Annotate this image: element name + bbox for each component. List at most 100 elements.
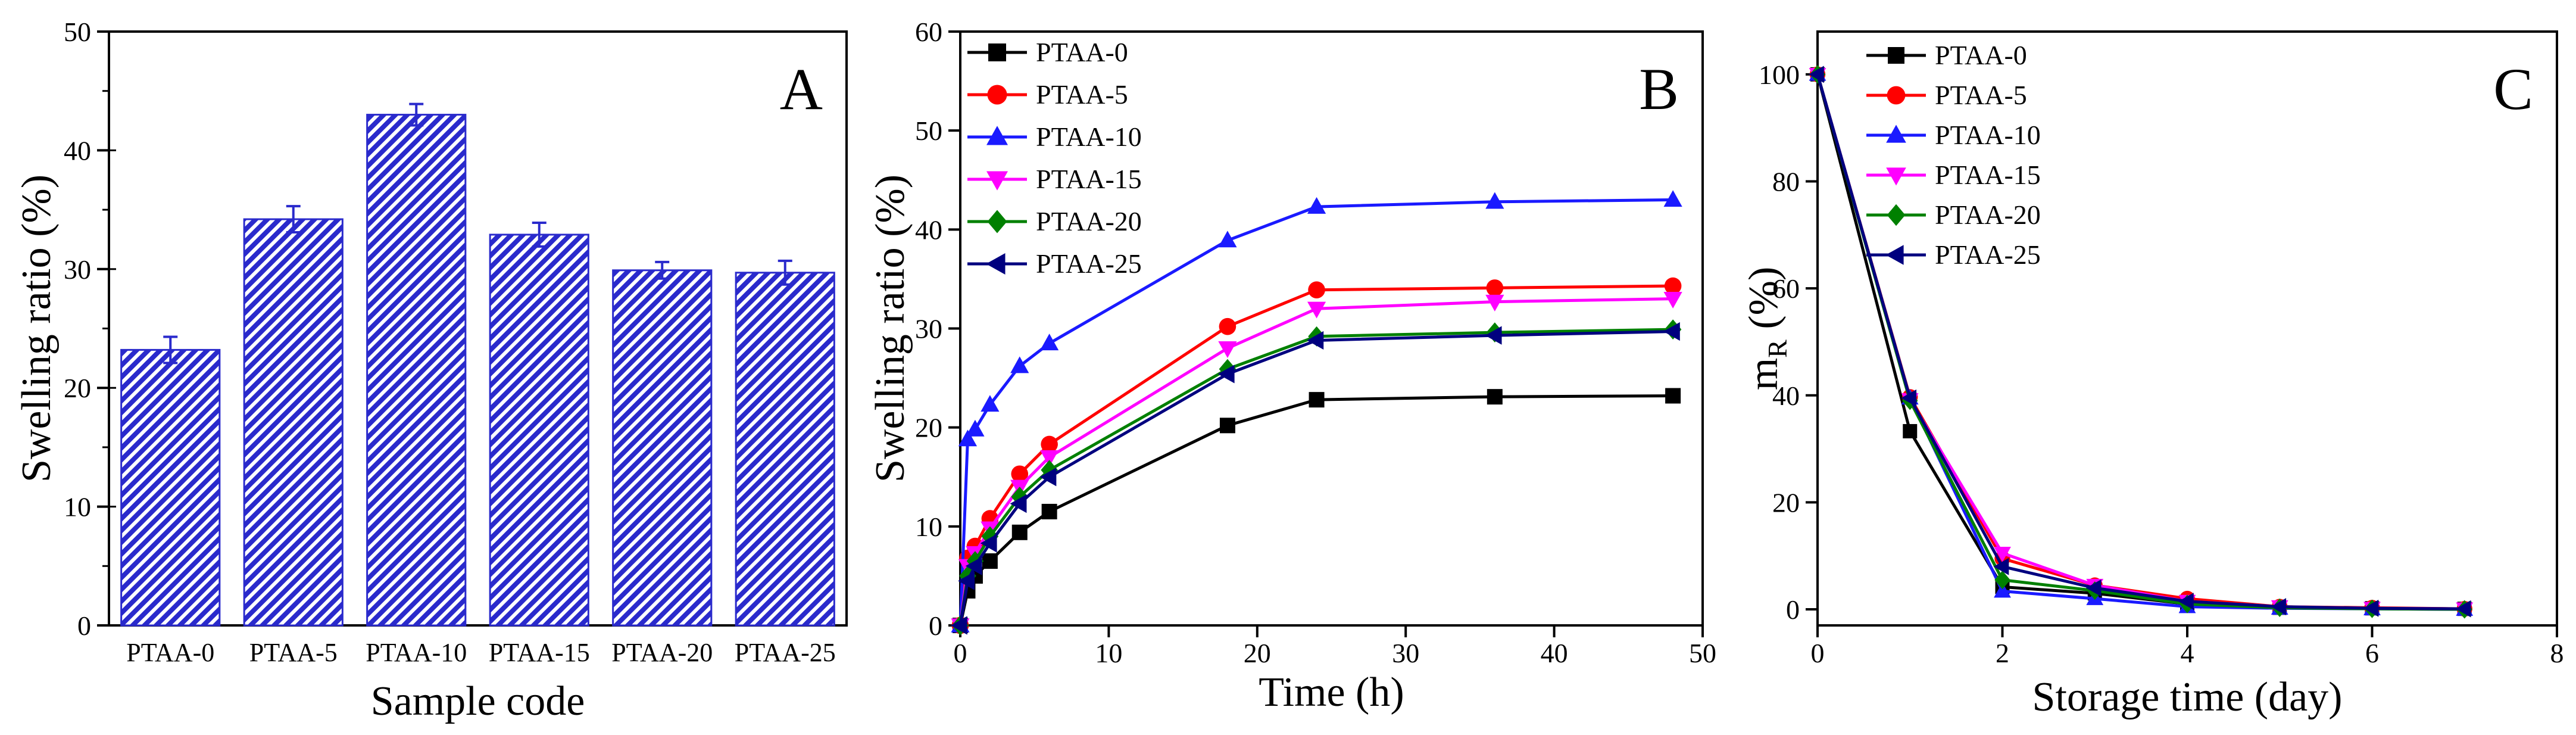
- panel-c-legend-marker: [1887, 86, 1906, 105]
- panel-b-data-point: [958, 571, 975, 590]
- panel-c-legend-label: PTAA-5: [1935, 80, 2027, 110]
- panel-b-legend-marker: [986, 126, 1008, 145]
- panel-a-y-tick-label: 40: [64, 135, 91, 166]
- panel-b-legend-label: PTAA-20: [1036, 206, 1142, 236]
- panel-b-y-tick-label: 60: [915, 17, 942, 47]
- panel-c-series-line: [1816, 74, 2465, 611]
- panel-b-legend-marker: [988, 43, 1006, 61]
- panel-b-data-point: [1039, 468, 1057, 487]
- panel-b-data-point: [1486, 279, 1504, 297]
- panel-b-series-line: [958, 328, 1673, 626]
- panel-b-data-point: [966, 419, 985, 437]
- panel-c-data-point: [2271, 598, 2287, 615]
- panel-c-plot-frame: [1816, 30, 2558, 627]
- panel-c-data-point: [1994, 546, 2011, 562]
- panel-b-data-point: [950, 616, 967, 635]
- panel-b-data-point: [1011, 524, 1028, 540]
- panel-c-legend-label: PTAA-25: [1935, 239, 2041, 270]
- panel-c-legend-label: PTAA-0: [1935, 40, 2027, 70]
- panel-c-series-line: [1816, 74, 2465, 611]
- panel-b-plot-frame: [959, 30, 1704, 627]
- panel-c-y-axis-label: mR (%): [1741, 267, 1793, 391]
- panel-b-y-axis-label: Swelling ratio (%): [867, 175, 913, 482]
- panel-b-data-point: [1041, 503, 1057, 519]
- panel-b-x-axis-label: Time (h): [1259, 669, 1404, 715]
- panel-c-y-axis-label-sub: R: [1762, 340, 1793, 358]
- panel-a-bar: [120, 348, 221, 627]
- panel-a-y-tick-label: 0: [77, 611, 91, 641]
- panel-b-data-point: [1010, 494, 1027, 513]
- panel-b-data-point: [1218, 231, 1237, 248]
- panel-c-x-tick-label: 0: [1811, 638, 1825, 668]
- panel-a-x-axis-label: Sample code: [371, 678, 585, 724]
- panel-b-data-point: [1485, 192, 1504, 209]
- panel-a: 0 10 20 30 40 50 PTAA-0 PTAA-5 PTAA-10 PTAA-15 PTA…: [14, 17, 848, 724]
- panel-a-x-tick-label: PTAA-20: [611, 638, 713, 667]
- panel-b-data-point: [1218, 341, 1237, 358]
- panel-b-data-point: [1219, 317, 1237, 335]
- panel-b-data-point: [1309, 392, 1325, 408]
- panel-c-legend-marker: [1888, 47, 1904, 64]
- panel-a-bar: [489, 233, 589, 627]
- panel-a-y-tick-label: 30: [64, 254, 91, 285]
- panel-b-x-tick-label: 30: [1392, 638, 1419, 668]
- panel-b-legend-label: PTAA-25: [1036, 248, 1142, 279]
- panel-b-data-point: [1040, 334, 1059, 351]
- panel-b-y-tick-label: 50: [915, 116, 942, 146]
- panel-b-data-point: [1663, 291, 1682, 309]
- panel-c-legend-marker: [1887, 204, 1906, 226]
- panel-c-data-point: [1809, 66, 1824, 83]
- panel-b-x-tick-label: 10: [1095, 638, 1122, 668]
- panel-b-legend-label: PTAA-0: [1036, 37, 1128, 67]
- panel-b-data-point: [1041, 435, 1058, 453]
- panel-c-y-tick-label: 0: [1786, 594, 1800, 625]
- panel-b-data-point: [1040, 450, 1059, 467]
- panel-b-data-point: [1011, 465, 1029, 483]
- panel-a-bar: [735, 272, 835, 627]
- panel-c-data-point: [1901, 389, 1917, 407]
- panel-a-y-axis-label: Swelling ratio (%): [14, 175, 60, 482]
- panel-b-data-point: [1485, 294, 1504, 312]
- panel-b-x-tick-label: 40: [1541, 638, 1568, 668]
- panel-c-letter: C: [2493, 56, 2533, 122]
- panel-b-data-point: [1308, 281, 1325, 298]
- panel-b-data-point: [1664, 277, 1682, 295]
- panel-c-series-line: [1816, 74, 2465, 611]
- panel-b-data-point: [982, 553, 998, 569]
- panel-b-x-tick-label: 50: [1689, 638, 1716, 668]
- panel-c-data-point: [1994, 582, 2011, 598]
- panel-c: 0 20 40 60 80 100 0 2 4 6 8 PTAA-0 PTAA-5 PTAA-10 PTAA…: [1741, 30, 2564, 720]
- panel-a-x-tick-label: PTAA-15: [489, 638, 590, 667]
- panel-c-data-point: [2178, 593, 2194, 610]
- panel-b-legend-marker: [987, 85, 1007, 105]
- panel-c-y-tick-label: 100: [1759, 60, 1800, 90]
- panel-c-x-tick-label: 8: [2550, 638, 2564, 668]
- panel-b-data-point: [1485, 326, 1502, 345]
- panel-b-data-point: [1665, 388, 1681, 404]
- panel-c-data-point: [2363, 599, 2379, 617]
- panel-c-legend-label: PTAA-15: [1935, 160, 2041, 190]
- panel-c-data-point: [1994, 571, 2010, 590]
- panel-a-letter: A: [780, 56, 823, 122]
- panel-b-legend-marker: [986, 253, 1006, 275]
- panel-a-x-tick-label: PTAA-5: [249, 638, 338, 667]
- panel-b-y-tick-label: 0: [929, 611, 942, 641]
- panel-a-x-tick-label: PTAA-0: [126, 638, 214, 667]
- panel-a-y-tick-label: 50: [64, 17, 91, 47]
- panel-b-data-point: [1307, 197, 1326, 214]
- panel-a-x-tick-label: PTAA-25: [735, 638, 836, 667]
- panel-a-y-tick-label: 10: [64, 492, 91, 522]
- panel-b-data-point: [1307, 301, 1326, 319]
- panel-b-letter: B: [1639, 56, 1679, 122]
- panel-b-x-tick-label: 20: [1244, 638, 1271, 668]
- panel-c-y-tick-label: 80: [1772, 166, 1800, 197]
- panel-b-data-point: [1487, 389, 1503, 405]
- panel-b-data-point: [981, 395, 1000, 412]
- panel-b-data-point: [1663, 190, 1682, 207]
- panel-c-y-axis-label-main: m: [1741, 358, 1787, 390]
- panel-b-y-tick-label: 10: [915, 512, 942, 542]
- panel-c-series-line: [1816, 74, 2465, 611]
- panel-b-y-tick-label: 20: [915, 413, 942, 443]
- panel-b-legend-label: PTAA-5: [1036, 79, 1128, 110]
